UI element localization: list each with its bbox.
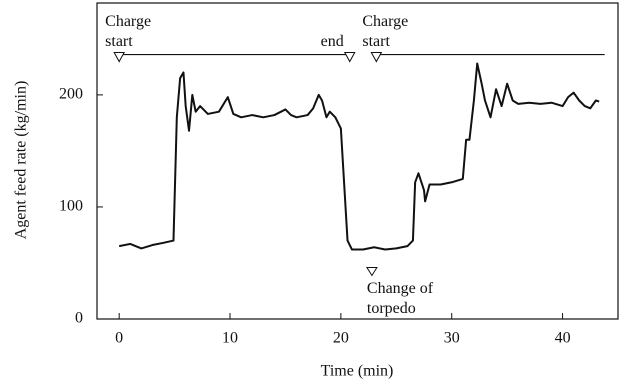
event-marker [366,266,378,277]
x-tick-label: 20 [333,330,349,347]
annotation: Charge [105,13,151,30]
annotation: end [321,33,344,50]
event-marker [343,52,356,63]
data-line [118,62,600,251]
y-tick-label: 200 [59,86,83,103]
x-tick-label: 40 [555,330,571,347]
x-tick-label: 30 [444,330,460,347]
x-axis-label: Time (min) [321,363,394,380]
annotation: start [105,33,133,50]
event-marker [370,52,383,63]
annotation: Charge [362,13,408,30]
annotation: torpedo [367,300,416,317]
event-marker [113,52,126,63]
y-tick-label: 0 [75,310,83,327]
x-tick-label: 0 [115,330,123,347]
x-tick-label: 10 [222,330,238,347]
plot-frame [96,2,619,320]
annotation: start [362,33,390,50]
y-axis-label: Agent feed rate (kg/min) [13,81,30,240]
y-tick-label: 100 [59,198,83,215]
annotation: Change of [367,280,434,297]
